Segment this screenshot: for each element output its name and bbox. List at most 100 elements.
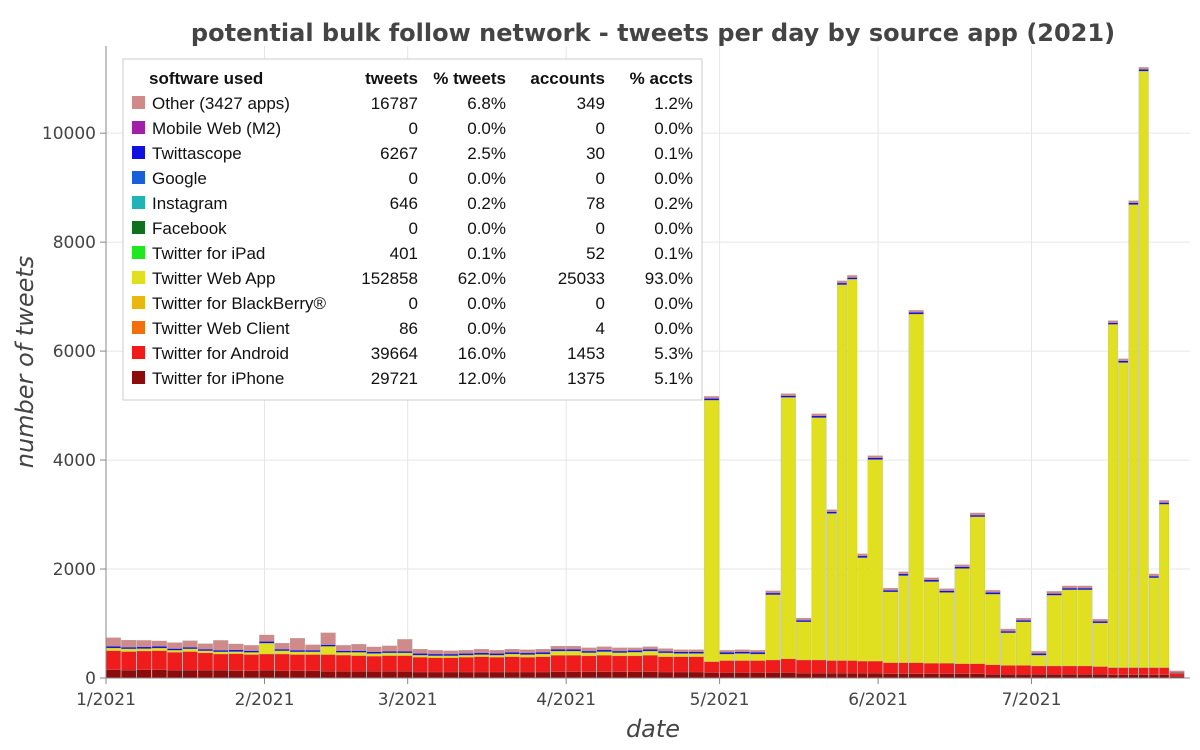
y-tick-labels: 0 2000 4000 6000 8000 10000 [42, 124, 106, 689]
bar-segment-iphone [704, 672, 720, 679]
bar-segment-twittascope [213, 650, 229, 652]
legend-value: 401 [390, 244, 418, 263]
legend-swatch [132, 246, 145, 259]
x-tick-labels: 1/2021 2/2021 3/2021 4/2021 5/2021 6/2021 7/20… [76, 678, 1061, 710]
bar-segment-webapp [658, 652, 674, 657]
bar-segment-android [1046, 665, 1062, 675]
bar-segment-iphone [397, 671, 413, 679]
legend-row: Google 0 0.0% 0 0.0% [132, 169, 693, 188]
legend-swatch [132, 121, 145, 134]
legend-row: Facebook 0 0.0% 0 0.0% [132, 219, 693, 238]
bar-segment-webapp [443, 655, 459, 658]
bar-segment-android [289, 654, 305, 672]
bar-segment-twittascope [535, 652, 551, 655]
bar-segment-iphone [867, 672, 883, 679]
bar-segment-other [1000, 628, 1016, 632]
bar-segment-iphone [243, 670, 259, 679]
bar-segment-iphone [1046, 674, 1062, 679]
bar-segment-webapp [535, 653, 551, 657]
bar-segment-twittascope [1062, 587, 1078, 590]
bar-segment-iphone [811, 672, 827, 679]
bar-segment-android [954, 663, 970, 674]
bar-segment-twittascope [351, 650, 367, 653]
bar-segment-other [1118, 358, 1129, 362]
bar-segment-iphone [627, 671, 643, 679]
bar-segment-iphone [847, 672, 858, 679]
bar-segment-android [213, 653, 229, 671]
bar-segment-webapp [1108, 324, 1118, 668]
bar-segment-twittascope [1077, 587, 1093, 590]
bar-segment-twittascope [243, 650, 259, 653]
legend-header-cell: software used [149, 69, 263, 88]
bar-segment-android [970, 663, 985, 674]
legend-value: 0.0% [467, 219, 506, 238]
bar-segment-android [151, 650, 167, 670]
y-tick-label: 0 [85, 669, 96, 689]
legend-value: 349 [577, 94, 605, 113]
y-tick-label: 8000 [53, 233, 96, 253]
bar-segment-android [1016, 665, 1031, 675]
bar-segment-iphone [305, 670, 321, 679]
bar-segment-iphone [412, 671, 428, 679]
bar-segment-other [898, 571, 909, 575]
legend-label: Twittascope [152, 144, 242, 163]
bar-segment-twittascope [985, 592, 1001, 595]
bar-segment-twittascope [704, 398, 720, 401]
bar-segment-android [898, 662, 909, 674]
bar-segment-iphone [566, 671, 582, 679]
bar-segment-android [867, 661, 883, 674]
bar-segment-webapp [366, 653, 382, 657]
bar-segment-webapp [924, 581, 939, 664]
bar-segment-iphone [596, 671, 612, 679]
bar-segment-iphone [121, 669, 137, 679]
legend-value: 0 [596, 294, 605, 313]
bar-segment-android [320, 654, 336, 672]
bar-segment-twittascope [939, 590, 955, 593]
legend-row: Twitter Web App 152858 62.0% 25033 93.0% [132, 269, 693, 288]
bar-segment-webapp [719, 653, 735, 661]
bar-segment-twittascope [320, 644, 336, 647]
bar-segment-twittascope [883, 590, 899, 593]
bar-segment-iphone [898, 673, 909, 679]
bar-segment-iphone [320, 671, 336, 679]
bar-segment-twittascope [857, 555, 868, 558]
bar-segment-twittascope [428, 653, 443, 656]
bar-segment-webapp [1092, 622, 1108, 667]
bar-segment-iphone [274, 670, 290, 679]
bar-segment-iphone [673, 671, 689, 679]
bar-segment-iphone [1016, 674, 1031, 679]
legend-value: 0.0% [654, 319, 693, 338]
legend-value: 0 [409, 119, 418, 138]
legend-value: 39664 [371, 344, 418, 363]
bar-segment-webapp [136, 648, 152, 652]
bar-segment-other [867, 455, 883, 458]
legend-value: 93.0% [645, 269, 693, 288]
legend-value: 0 [596, 169, 605, 188]
bar-segment-android [924, 663, 939, 674]
bar-segment-other [428, 650, 443, 655]
bar-segment-other [750, 650, 766, 653]
bar-segment-webapp [105, 647, 121, 651]
legend-label: Twitter for Android [152, 344, 289, 363]
bar-segment-android [1092, 666, 1108, 675]
bar-segment-twittascope [105, 646, 121, 649]
legend-value: 0 [596, 119, 605, 138]
bar-segment-webapp [826, 513, 837, 661]
legend-value: 52 [586, 244, 605, 263]
bar-segment-iphone [658, 671, 674, 679]
bar-segment-twittascope [658, 651, 674, 654]
bar-segment-android [596, 655, 612, 672]
bar-segment-android [837, 660, 847, 674]
bar-segment-android [520, 657, 536, 673]
bar-segment-other [765, 590, 781, 594]
bar-segment-webapp [167, 650, 183, 653]
legend-label: Google [152, 169, 207, 188]
bar-segment-twittascope [397, 651, 413, 654]
bar-segment-webapp [458, 655, 474, 658]
bar-segment-webapp [908, 313, 924, 663]
x-tick-label: 7/2021 [1002, 690, 1062, 710]
legend-row: Twitter Web Client 86 0.0% 4 0.0% [132, 319, 693, 338]
bar-segment-other [397, 639, 413, 652]
bar-segment-webapp [704, 400, 720, 662]
legend-value: 0.0% [654, 219, 693, 238]
